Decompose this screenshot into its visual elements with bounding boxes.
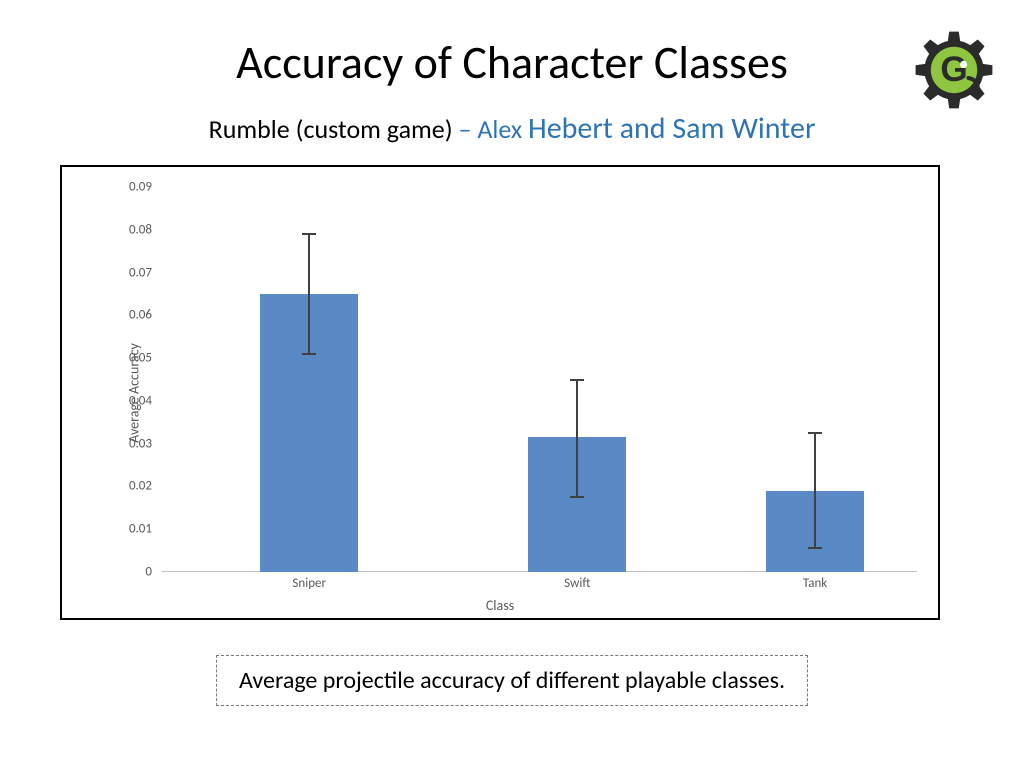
y-tick-label: 0.02 xyxy=(92,479,152,494)
y-tick-label: 0.05 xyxy=(92,351,152,366)
subtitle-names: – Alex Hebert and Sam Winter xyxy=(459,113,816,145)
y-tick-label: 0.09 xyxy=(92,180,152,195)
error-line xyxy=(576,380,578,498)
error-line xyxy=(308,234,310,354)
y-tick-label: 0.03 xyxy=(92,436,152,451)
subtitle-prefix: Rumble (custom game) xyxy=(209,113,459,145)
caption-text: Average projectile accuracy of different… xyxy=(239,666,785,695)
slide: Accuracy of Character Classes Rumble (cu… xyxy=(0,0,1024,768)
chart-frame: Average Accuracy Class 00.010.020.030.04… xyxy=(60,165,940,620)
caption-box: Average projectile accuracy of different… xyxy=(216,655,808,706)
error-cap xyxy=(570,496,584,498)
y-tick-label: 0.04 xyxy=(92,393,152,408)
svg-text:G: G xyxy=(940,50,967,89)
error-cap xyxy=(302,353,316,355)
gamemaker-logo-icon: G xyxy=(914,30,994,110)
x-axis-title: Class xyxy=(486,597,514,614)
slide-subtitle: Rumble (custom game) – Alex Hebert and S… xyxy=(0,110,1024,147)
subtitle-and: and xyxy=(620,110,673,147)
subtitle-name2-big: Sam Winter xyxy=(672,110,815,147)
y-tick-label: 0.06 xyxy=(92,308,152,323)
chart-inner: Average Accuracy Class 00.010.020.030.04… xyxy=(62,167,938,618)
error-cap xyxy=(808,547,822,549)
y-tick-label: 0 xyxy=(92,565,152,580)
ytick-container: 00.010.020.030.040.050.060.070.080.09 xyxy=(62,187,157,572)
error-line xyxy=(814,433,816,549)
xtick-container: Sniper Swift Tank xyxy=(162,572,917,594)
y-tick-label: 0.01 xyxy=(92,522,152,537)
x-tick-label: Tank xyxy=(803,576,827,591)
plot-area xyxy=(162,187,917,572)
subtitle-name1-big: Hebert xyxy=(528,110,620,147)
slide-title: Accuracy of Character Classes xyxy=(0,35,1024,91)
error-cap xyxy=(808,432,822,434)
x-tick-label: Sniper xyxy=(292,576,326,591)
error-cap xyxy=(570,379,584,381)
error-cap xyxy=(302,233,316,235)
subtitle-dash: – xyxy=(459,113,478,145)
y-tick-label: 0.08 xyxy=(92,222,152,237)
x-tick-label: Swift xyxy=(564,576,590,591)
y-tick-label: 0.07 xyxy=(92,265,152,280)
subtitle-name1-small: Alex xyxy=(477,113,528,145)
